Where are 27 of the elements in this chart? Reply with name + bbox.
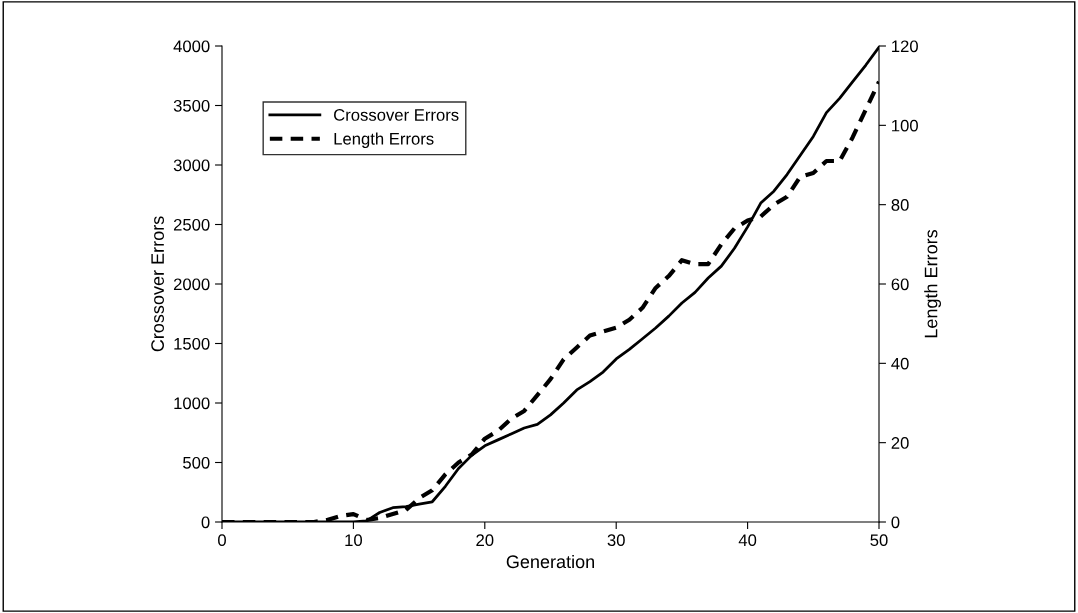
y-tick-label: 3000 <box>173 159 210 172</box>
y-tick-label: 500 <box>183 456 210 469</box>
y2-tick-label: 80 <box>891 199 909 211</box>
y-tick-label: 1000 <box>174 397 210 410</box>
y2-tick-label: 120 <box>892 40 918 53</box>
x-tick-label: 30 <box>607 534 625 547</box>
x-tick-label: 50 <box>870 534 888 547</box>
y2-tick-label: 0 <box>891 516 900 529</box>
y-tick-label: 2500 <box>173 218 210 231</box>
y2-tick-label: 100 <box>892 119 918 132</box>
y2-tick-label: 40 <box>891 357 909 370</box>
y-tick-label: 1500 <box>174 337 210 350</box>
x-tick-label: 10 <box>345 534 363 547</box>
y-tick-label: 3500 <box>173 99 210 112</box>
x-tick-label: 40 <box>738 534 757 547</box>
y-tick-label: 2000 <box>173 278 210 291</box>
y2-tick-label: 60 <box>891 278 909 291</box>
y2-tick-label: 20 <box>891 437 909 449</box>
x-tick-label: 0 <box>218 534 226 547</box>
x-tick-label: 20 <box>476 534 494 547</box>
legend-label: Length Errors <box>334 132 434 149</box>
y2-axis-title: Length Errors <box>924 229 941 338</box>
y-axis-title: Crossover Errors <box>151 216 164 352</box>
legend-label: Crossover Errors <box>334 109 459 121</box>
x-axis-title: Generation <box>506 554 594 569</box>
y-tick-label: 4000 <box>173 40 210 53</box>
y-tick-label: 0 <box>201 516 210 529</box>
